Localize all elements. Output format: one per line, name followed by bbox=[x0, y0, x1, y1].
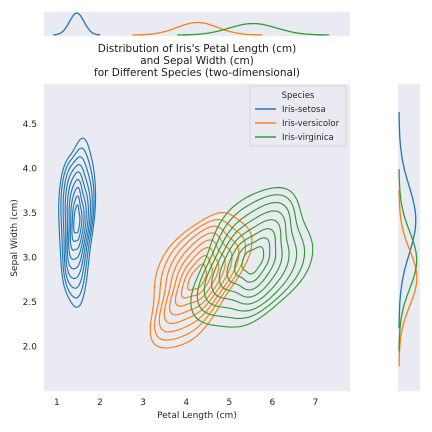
top-marginal-curves bbox=[53, 12, 329, 36]
contour-iris-virginica-level-6 bbox=[226, 228, 277, 291]
y-tick-label: 4.0 bbox=[23, 165, 38, 175]
contour-iris-versicolor-level-1 bbox=[149, 212, 253, 349]
legend-label-versicolor: Iris-versicolor bbox=[282, 119, 340, 129]
contour-iris-setosa-level-6 bbox=[68, 178, 87, 260]
chart-title-line-3: for Different Species (two-dimensional) bbox=[94, 67, 300, 79]
contour-iris-versicolor-level-8 bbox=[187, 263, 207, 291]
contour-iris-setosa-level-4 bbox=[64, 164, 91, 280]
contour-iris-setosa-level-8 bbox=[71, 195, 83, 242]
y-tick-label: 3.5 bbox=[23, 209, 37, 219]
top-marginal-iris-setosa bbox=[53, 12, 101, 36]
x-axis-ticks: 1 2 3 4 5 6 7 bbox=[54, 398, 318, 408]
legend: Species Iris-setosa Iris-versicolor Iris… bbox=[249, 85, 347, 147]
contour-iris-virginica-level-8 bbox=[241, 246, 265, 275]
top-marginal-iris-versicolor bbox=[132, 21, 263, 36]
x-tick-label: 4 bbox=[183, 398, 189, 408]
y-tick-label: 2.0 bbox=[23, 343, 38, 353]
right-marginal-panel bbox=[398, 84, 420, 391]
x-axis-label: Petal Length (cm) bbox=[157, 411, 237, 421]
kde-contours bbox=[58, 137, 314, 349]
right-marginal-iris-versicolor bbox=[398, 189, 418, 367]
contour-iris-setosa-level-5 bbox=[66, 171, 89, 270]
right-marginal-iris-virginica bbox=[398, 169, 418, 352]
legend-box bbox=[249, 85, 347, 147]
contour-iris-setosa-level-1 bbox=[58, 137, 97, 308]
x-tick-label: 1 bbox=[54, 398, 60, 408]
contour-iris-virginica-level-3 bbox=[203, 201, 298, 312]
legend-title: Species bbox=[282, 91, 315, 101]
y-tick-label: 4.5 bbox=[23, 120, 37, 130]
x-tick-label: 6 bbox=[270, 398, 276, 408]
contour-iris-versicolor-level-2 bbox=[154, 219, 247, 341]
contour-iris-setosa-level-3 bbox=[62, 156, 93, 289]
right-marginal-curves bbox=[398, 111, 418, 367]
contour-iris-virginica-level-5 bbox=[218, 219, 283, 298]
contour-iris-versicolor-level-5 bbox=[169, 239, 226, 316]
legend-label-setosa: Iris-setosa bbox=[282, 105, 326, 115]
chart-title-line-1: Distribution of Iris's Petal Length (cm) bbox=[98, 43, 297, 55]
y-axis-label: Sepal Width (cm) bbox=[10, 199, 20, 277]
contour-iris-versicolor-level-3 bbox=[158, 225, 240, 333]
y-tick-label: 2.5 bbox=[23, 298, 37, 308]
contour-iris-setosa-level-9 bbox=[73, 204, 81, 234]
contour-iris-virginica-level-2 bbox=[196, 194, 306, 320]
contour-iris-setosa-level-2 bbox=[60, 147, 95, 299]
right-marginal-iris-setosa bbox=[398, 111, 417, 329]
x-tick-label: 3 bbox=[140, 398, 146, 408]
x-tick-label: 7 bbox=[313, 398, 319, 408]
contour-iris-virginica-level-1 bbox=[190, 186, 314, 328]
contour-iris-versicolor-level-6 bbox=[174, 247, 220, 307]
contour-iris-setosa-level-7 bbox=[69, 186, 85, 251]
legend-label-virginica: Iris-virginica bbox=[282, 133, 334, 143]
contour-iris-virginica-level-4 bbox=[211, 210, 290, 305]
top-marginal-panel bbox=[44, 12, 350, 36]
y-axis-ticks: 2.0 2.5 3.0 3.5 4.0 4.5 bbox=[23, 120, 38, 352]
chart-title-line-2: and Sepal Width (cm) bbox=[140, 55, 254, 67]
contour-iris-versicolor-level-7 bbox=[180, 255, 213, 299]
y-tick-label: 3.0 bbox=[23, 254, 38, 264]
contour-iris-versicolor-level-4 bbox=[163, 232, 233, 325]
x-tick-label: 5 bbox=[226, 398, 232, 408]
contour-iris-virginica-level-7 bbox=[234, 237, 271, 283]
top-marginal-iris-virginica bbox=[177, 22, 329, 36]
x-tick-label: 2 bbox=[97, 398, 103, 408]
